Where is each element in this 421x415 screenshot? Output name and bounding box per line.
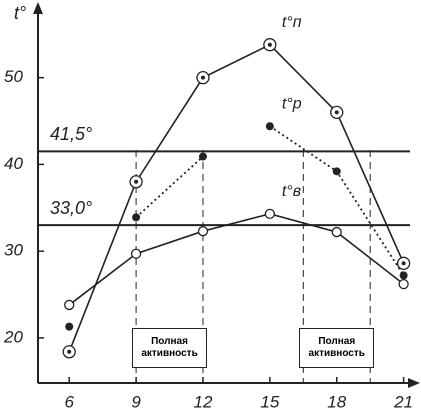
series-line	[68, 43, 405, 353]
series-line	[135, 155, 204, 218]
reference-label: 41,5°	[50, 124, 92, 144]
point	[264, 208, 276, 219]
point	[265, 122, 274, 131]
x-tick-label: 15	[260, 392, 279, 411]
point	[65, 322, 74, 331]
point	[64, 299, 75, 311]
x-tick-label: 6	[64, 392, 74, 411]
x-tick-label: 18	[327, 392, 346, 411]
period-box: Полная активность	[132, 328, 207, 368]
point	[197, 226, 209, 237]
y-tick-label: 50	[4, 67, 23, 86]
reference-label: 33,0°	[50, 198, 92, 218]
point-core	[401, 261, 406, 266]
x-arrow	[408, 378, 420, 388]
point	[399, 271, 408, 280]
period-label: Полная активность	[299, 328, 375, 368]
legend-label: t°п	[282, 14, 302, 31]
point	[132, 213, 141, 222]
y-axis-label: t°	[14, 3, 26, 23]
point	[130, 248, 142, 259]
legend-label: t°в	[282, 183, 301, 200]
x-tick-label: 21	[393, 392, 413, 411]
period-label: Полная активность	[132, 328, 207, 368]
point	[198, 152, 207, 161]
point-core	[267, 42, 272, 47]
point-core	[134, 179, 139, 184]
point-core	[200, 75, 205, 80]
series-line	[68, 213, 405, 306]
point-core	[67, 349, 72, 354]
y-tick-label: 30	[4, 241, 23, 260]
y-tick-label: 20	[3, 327, 23, 346]
legend-label: t°р	[282, 95, 302, 112]
series-line	[269, 125, 405, 276]
point-core	[334, 110, 339, 115]
y-arrow	[33, 2, 43, 14]
period-box: Полная активность	[299, 328, 375, 368]
y-tick-label: 40	[4, 154, 23, 173]
x-tick-label: 12	[194, 392, 213, 411]
point	[398, 278, 409, 290]
x-tick-label: 9	[131, 392, 141, 411]
point	[331, 226, 342, 238]
point	[332, 167, 341, 176]
